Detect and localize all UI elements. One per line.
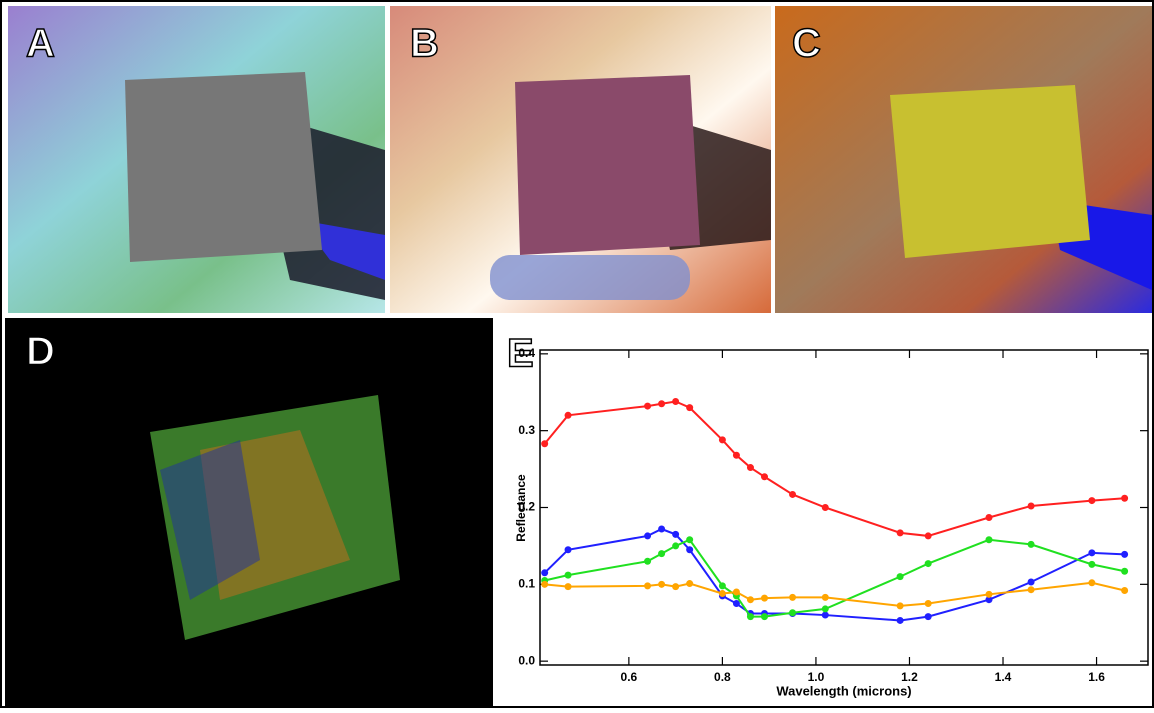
data-point xyxy=(1027,540,1035,548)
data-point xyxy=(896,616,904,624)
data-point xyxy=(924,532,932,540)
y-axis-label: Reflectance xyxy=(514,474,528,542)
data-point xyxy=(1121,494,1129,502)
x-tick-label: 1.0 xyxy=(808,670,825,684)
data-point xyxy=(1121,586,1129,594)
data-point xyxy=(672,583,680,591)
data-point xyxy=(760,613,768,621)
data-point xyxy=(564,546,572,554)
data-point xyxy=(1088,497,1096,505)
data-point xyxy=(658,400,666,408)
data-point xyxy=(1121,550,1129,558)
rock xyxy=(515,75,700,255)
rock xyxy=(125,72,322,262)
y-tick-label: 0.4 xyxy=(518,346,535,360)
data-point xyxy=(564,583,572,591)
panel-label: C xyxy=(792,22,821,66)
data-point xyxy=(985,590,993,598)
data-point xyxy=(924,560,932,568)
data-point xyxy=(541,569,549,577)
data-point xyxy=(644,557,652,565)
data-point xyxy=(821,593,829,601)
data-point xyxy=(760,473,768,481)
x-tick-label: 0.8 xyxy=(714,670,731,684)
data-point xyxy=(564,411,572,419)
data-point xyxy=(746,464,754,472)
data-point xyxy=(541,580,549,588)
panel-d: D xyxy=(5,318,493,706)
rock-phase xyxy=(160,440,260,600)
data-point xyxy=(644,582,652,590)
x-axis-label: Wavelength (microns) xyxy=(776,683,911,698)
data-point xyxy=(896,529,904,537)
data-point xyxy=(658,580,666,588)
y-tick-label: 0.2 xyxy=(518,500,535,514)
rock xyxy=(890,85,1090,258)
data-point xyxy=(672,397,680,405)
data-point xyxy=(746,613,754,621)
data-point xyxy=(658,525,666,533)
panel-label: A xyxy=(26,22,55,66)
data-point xyxy=(1088,579,1096,587)
data-point xyxy=(672,542,680,550)
shadow xyxy=(490,255,690,300)
panel-label: B xyxy=(410,22,439,66)
data-point xyxy=(1121,567,1129,575)
data-point xyxy=(924,613,932,621)
panel-e: Wavelength (microns) Reflectance E 0.6 0.… xyxy=(493,318,1154,708)
data-point xyxy=(896,573,904,581)
data-point xyxy=(789,609,797,617)
data-point xyxy=(821,605,829,613)
x-tick-label: 0.6 xyxy=(621,670,638,684)
x-tick-label: 1.4 xyxy=(995,670,1012,684)
data-point xyxy=(644,402,652,410)
data-point xyxy=(718,436,726,444)
y-tick-label: 0.3 xyxy=(518,423,535,437)
data-point xyxy=(732,600,740,608)
data-point xyxy=(644,532,652,540)
data-point xyxy=(789,593,797,601)
data-point xyxy=(1088,549,1096,557)
data-point xyxy=(686,536,694,544)
data-point xyxy=(732,588,740,596)
y-tick-label: 0.1 xyxy=(518,577,535,591)
data-point xyxy=(718,582,726,590)
data-point xyxy=(1027,586,1035,594)
y-tick-label: 0.0 xyxy=(518,653,535,667)
data-point xyxy=(672,530,680,538)
panel-label: D xyxy=(26,330,55,374)
panel-a: A xyxy=(8,6,385,313)
data-point xyxy=(896,602,904,610)
data-point xyxy=(718,590,726,598)
data-point xyxy=(564,571,572,579)
data-point xyxy=(1027,578,1035,586)
data-point xyxy=(985,513,993,521)
data-point xyxy=(732,451,740,459)
data-point xyxy=(1088,560,1096,568)
data-point xyxy=(789,490,797,498)
data-point xyxy=(985,596,993,604)
panel-b: B xyxy=(390,6,771,313)
data-point xyxy=(985,536,993,544)
data-point xyxy=(686,404,694,412)
data-point xyxy=(1027,502,1035,510)
panel-label: E xyxy=(507,332,534,376)
data-point xyxy=(924,600,932,608)
shadow xyxy=(300,220,385,280)
data-point xyxy=(541,440,549,448)
x-tick-label: 1.2 xyxy=(901,670,918,684)
data-point xyxy=(658,550,666,558)
panel-c: C xyxy=(775,6,1152,313)
data-point xyxy=(821,504,829,511)
data-point xyxy=(686,546,694,554)
data-point xyxy=(746,596,754,604)
chart-background xyxy=(493,318,1154,708)
data-point xyxy=(686,580,694,588)
x-tick-label: 1.6 xyxy=(1088,670,1105,684)
data-point xyxy=(821,611,829,619)
data-point xyxy=(760,594,768,602)
